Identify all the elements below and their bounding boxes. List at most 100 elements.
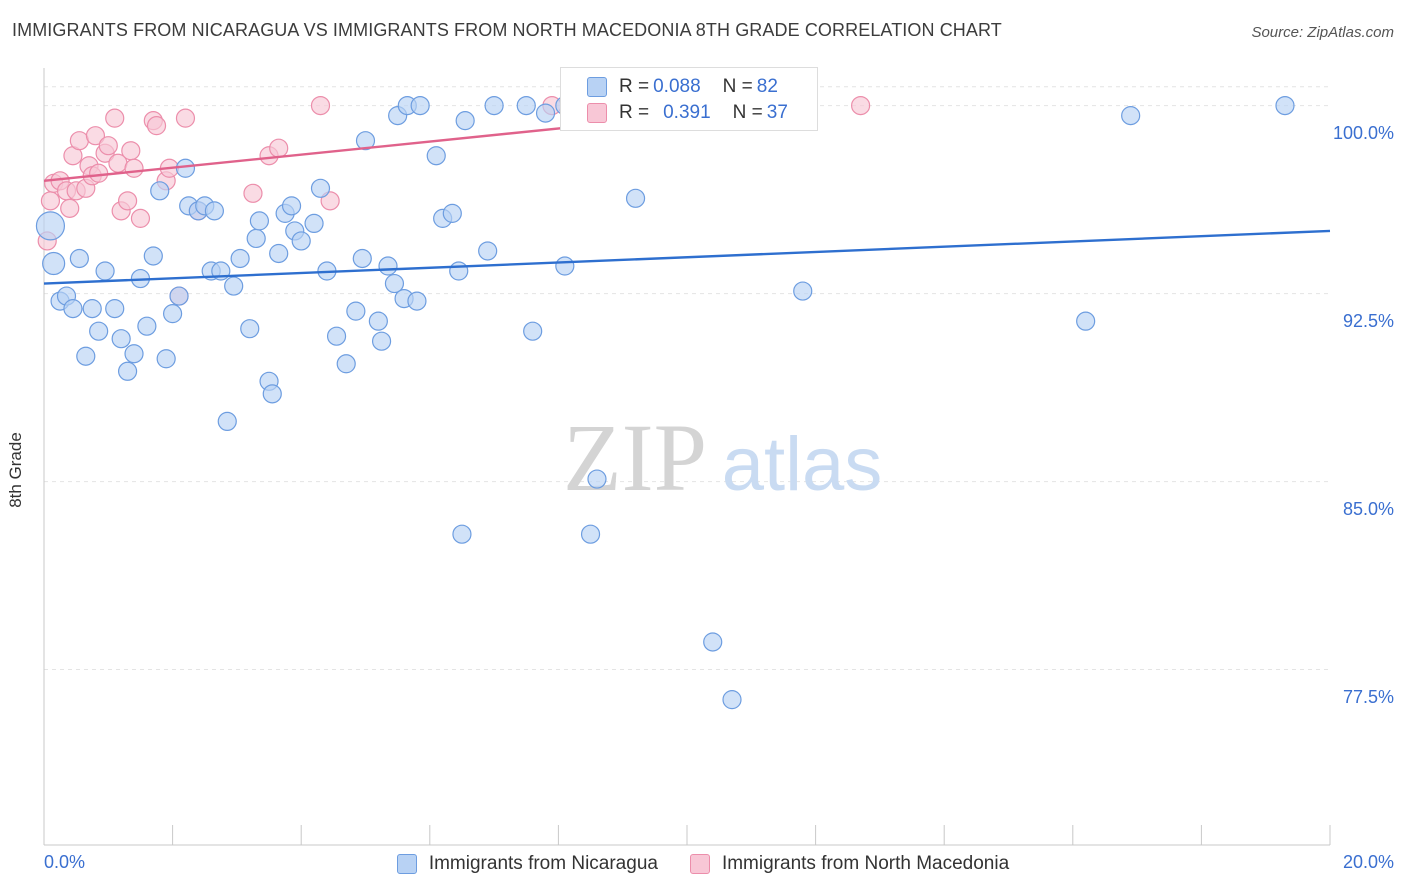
nicaragua-point-29 (224, 276, 244, 296)
legend-swatch-blue (396, 854, 417, 874)
north-macedonia-point-22 (130, 208, 151, 228)
nicaragua-point-44 (326, 326, 347, 346)
nicaragua-point-47 (352, 248, 372, 269)
north-macedonia-point-24 (146, 116, 167, 136)
north-macedonia-point-13 (89, 163, 109, 183)
series-north-macedonia-points (37, 95, 871, 306)
x-axis-min-label: 0.0% (44, 852, 86, 872)
source-label: Source: ZipAtlas.com (1251, 24, 1394, 41)
nicaragua-point-42 (310, 178, 331, 198)
nicaragua-point-31 (240, 319, 260, 339)
legend-item-nicaragua[interactable]: Immigrants from Nicaragua (396, 853, 658, 875)
trend-line-nicaragua (43, 229, 1331, 285)
nicaragua-point-61 (455, 111, 475, 131)
legend-row-north-macedonia: R = 0.391 N = 37 (587, 100, 788, 126)
y-tick-label-0: 77.5% (1342, 686, 1394, 707)
x-axis-max-label: 20.0% (1342, 852, 1394, 872)
nicaragua-point-75 (722, 690, 742, 710)
legend-item-north-macedonia[interactable]: Immigrants from North Macedonia (689, 853, 1010, 875)
nicaragua-point-74 (703, 632, 723, 652)
nicaragua-point-35 (262, 384, 282, 404)
nicaragua-point-8 (89, 321, 109, 341)
nicaragua-point-5 (69, 248, 89, 269)
nicaragua-point-62 (452, 524, 472, 544)
nicaragua-point-57 (426, 146, 446, 166)
nicaragua-point-1 (42, 251, 66, 276)
nicaragua-point-16 (143, 246, 163, 266)
north-macedonia-point-30 (243, 183, 263, 203)
watermark-zip: ZIP (563, 404, 707, 511)
nicaragua-point-41 (304, 213, 324, 233)
nicaragua-point-21 (175, 158, 196, 178)
nicaragua-point-77 (1076, 311, 1096, 331)
nicaragua-point-40 (291, 231, 311, 251)
nicaragua-point-7 (82, 299, 102, 319)
legend-n-label: N = (722, 76, 753, 97)
nicaragua-point-0 (35, 211, 66, 241)
y-tick-label-2: 92.5% (1342, 310, 1394, 331)
legend-swatch-pink (689, 854, 710, 874)
nicaragua-point-60 (449, 261, 469, 281)
north-macedonia-point-36 (851, 95, 871, 116)
stats-legend: R = 0.088 N = 82 R = 0.391 N = 37 (560, 67, 818, 131)
legend-r-label: R = (619, 102, 650, 123)
north-macedonia-point-5 (60, 198, 80, 218)
legend-n-value: 82 (756, 76, 778, 97)
nicaragua-point-79 (1275, 95, 1295, 116)
nicaragua-point-46 (346, 301, 366, 321)
legend-label-north-macedonia: Immigrants from North Macedonia (721, 853, 1010, 874)
nicaragua-point-17 (150, 181, 170, 201)
north-macedonia-point-16 (105, 108, 125, 128)
nicaragua-point-69 (587, 469, 607, 489)
nicaragua-point-12 (117, 361, 138, 381)
legend-r-label: R = (619, 76, 650, 97)
nicaragua-point-63 (478, 241, 498, 261)
north-macedonia-point-8 (69, 131, 89, 151)
nicaragua-point-30 (230, 248, 250, 269)
nicaragua-point-11 (111, 329, 131, 349)
series-legend: Immigrants from Nicaragua Immigrants fro… (0, 852, 1406, 876)
nicaragua-point-71 (555, 256, 575, 276)
nicaragua-point-6 (76, 346, 96, 366)
nicaragua-point-64 (484, 95, 504, 116)
legend-n-label: N = (732, 102, 763, 123)
nicaragua-point-59 (442, 203, 462, 223)
nicaragua-point-33 (249, 211, 270, 231)
nicaragua-point-4 (63, 299, 83, 319)
nicaragua-point-13 (124, 344, 144, 364)
nicaragua-point-66 (535, 103, 556, 123)
nicaragua-point-51 (384, 273, 405, 294)
nicaragua-point-70 (580, 524, 601, 544)
legend-row-nicaragua: R = 0.088 N = 82 (587, 74, 778, 100)
watermark-atlas: atlas (722, 422, 883, 507)
nicaragua-point-53 (407, 291, 427, 311)
legend-r-value: 0.391 (663, 102, 711, 123)
nicaragua-point-36 (269, 243, 289, 264)
watermark: ZIP atlas (563, 404, 882, 511)
nicaragua-point-9 (95, 261, 115, 281)
nicaragua-point-73 (625, 188, 646, 208)
chart-title: IMMIGRANTS FROM NICARAGUA VS IMMIGRANTS … (12, 20, 1002, 40)
nicaragua-point-19 (163, 304, 183, 324)
nicaragua-point-20 (169, 286, 189, 306)
nicaragua-point-18 (156, 349, 176, 369)
nicaragua-point-78 (1121, 106, 1141, 126)
north-macedonia-point-1 (40, 191, 61, 211)
nicaragua-point-76 (793, 281, 813, 301)
nicaragua-point-65 (516, 95, 536, 116)
series-nicaragua-points (35, 95, 1295, 710)
nicaragua-point-45 (336, 354, 356, 374)
north-macedonia-point-21 (124, 158, 144, 178)
north-macedonia-point-33 (310, 95, 331, 116)
nicaragua-point-50 (378, 256, 398, 276)
nicaragua-point-32 (246, 228, 266, 249)
nicaragua-point-10 (105, 299, 125, 319)
y-axis-label: 8th Grade (6, 432, 25, 508)
legend-swatch-blue (587, 77, 607, 97)
legend-label-nicaragua: Immigrants from Nicaragua (428, 853, 658, 874)
north-macedonia-point-20 (121, 141, 141, 161)
north-macedonia-point-15 (98, 136, 118, 156)
nicaragua-point-48 (368, 311, 388, 331)
north-macedonia-point-19 (117, 191, 138, 211)
